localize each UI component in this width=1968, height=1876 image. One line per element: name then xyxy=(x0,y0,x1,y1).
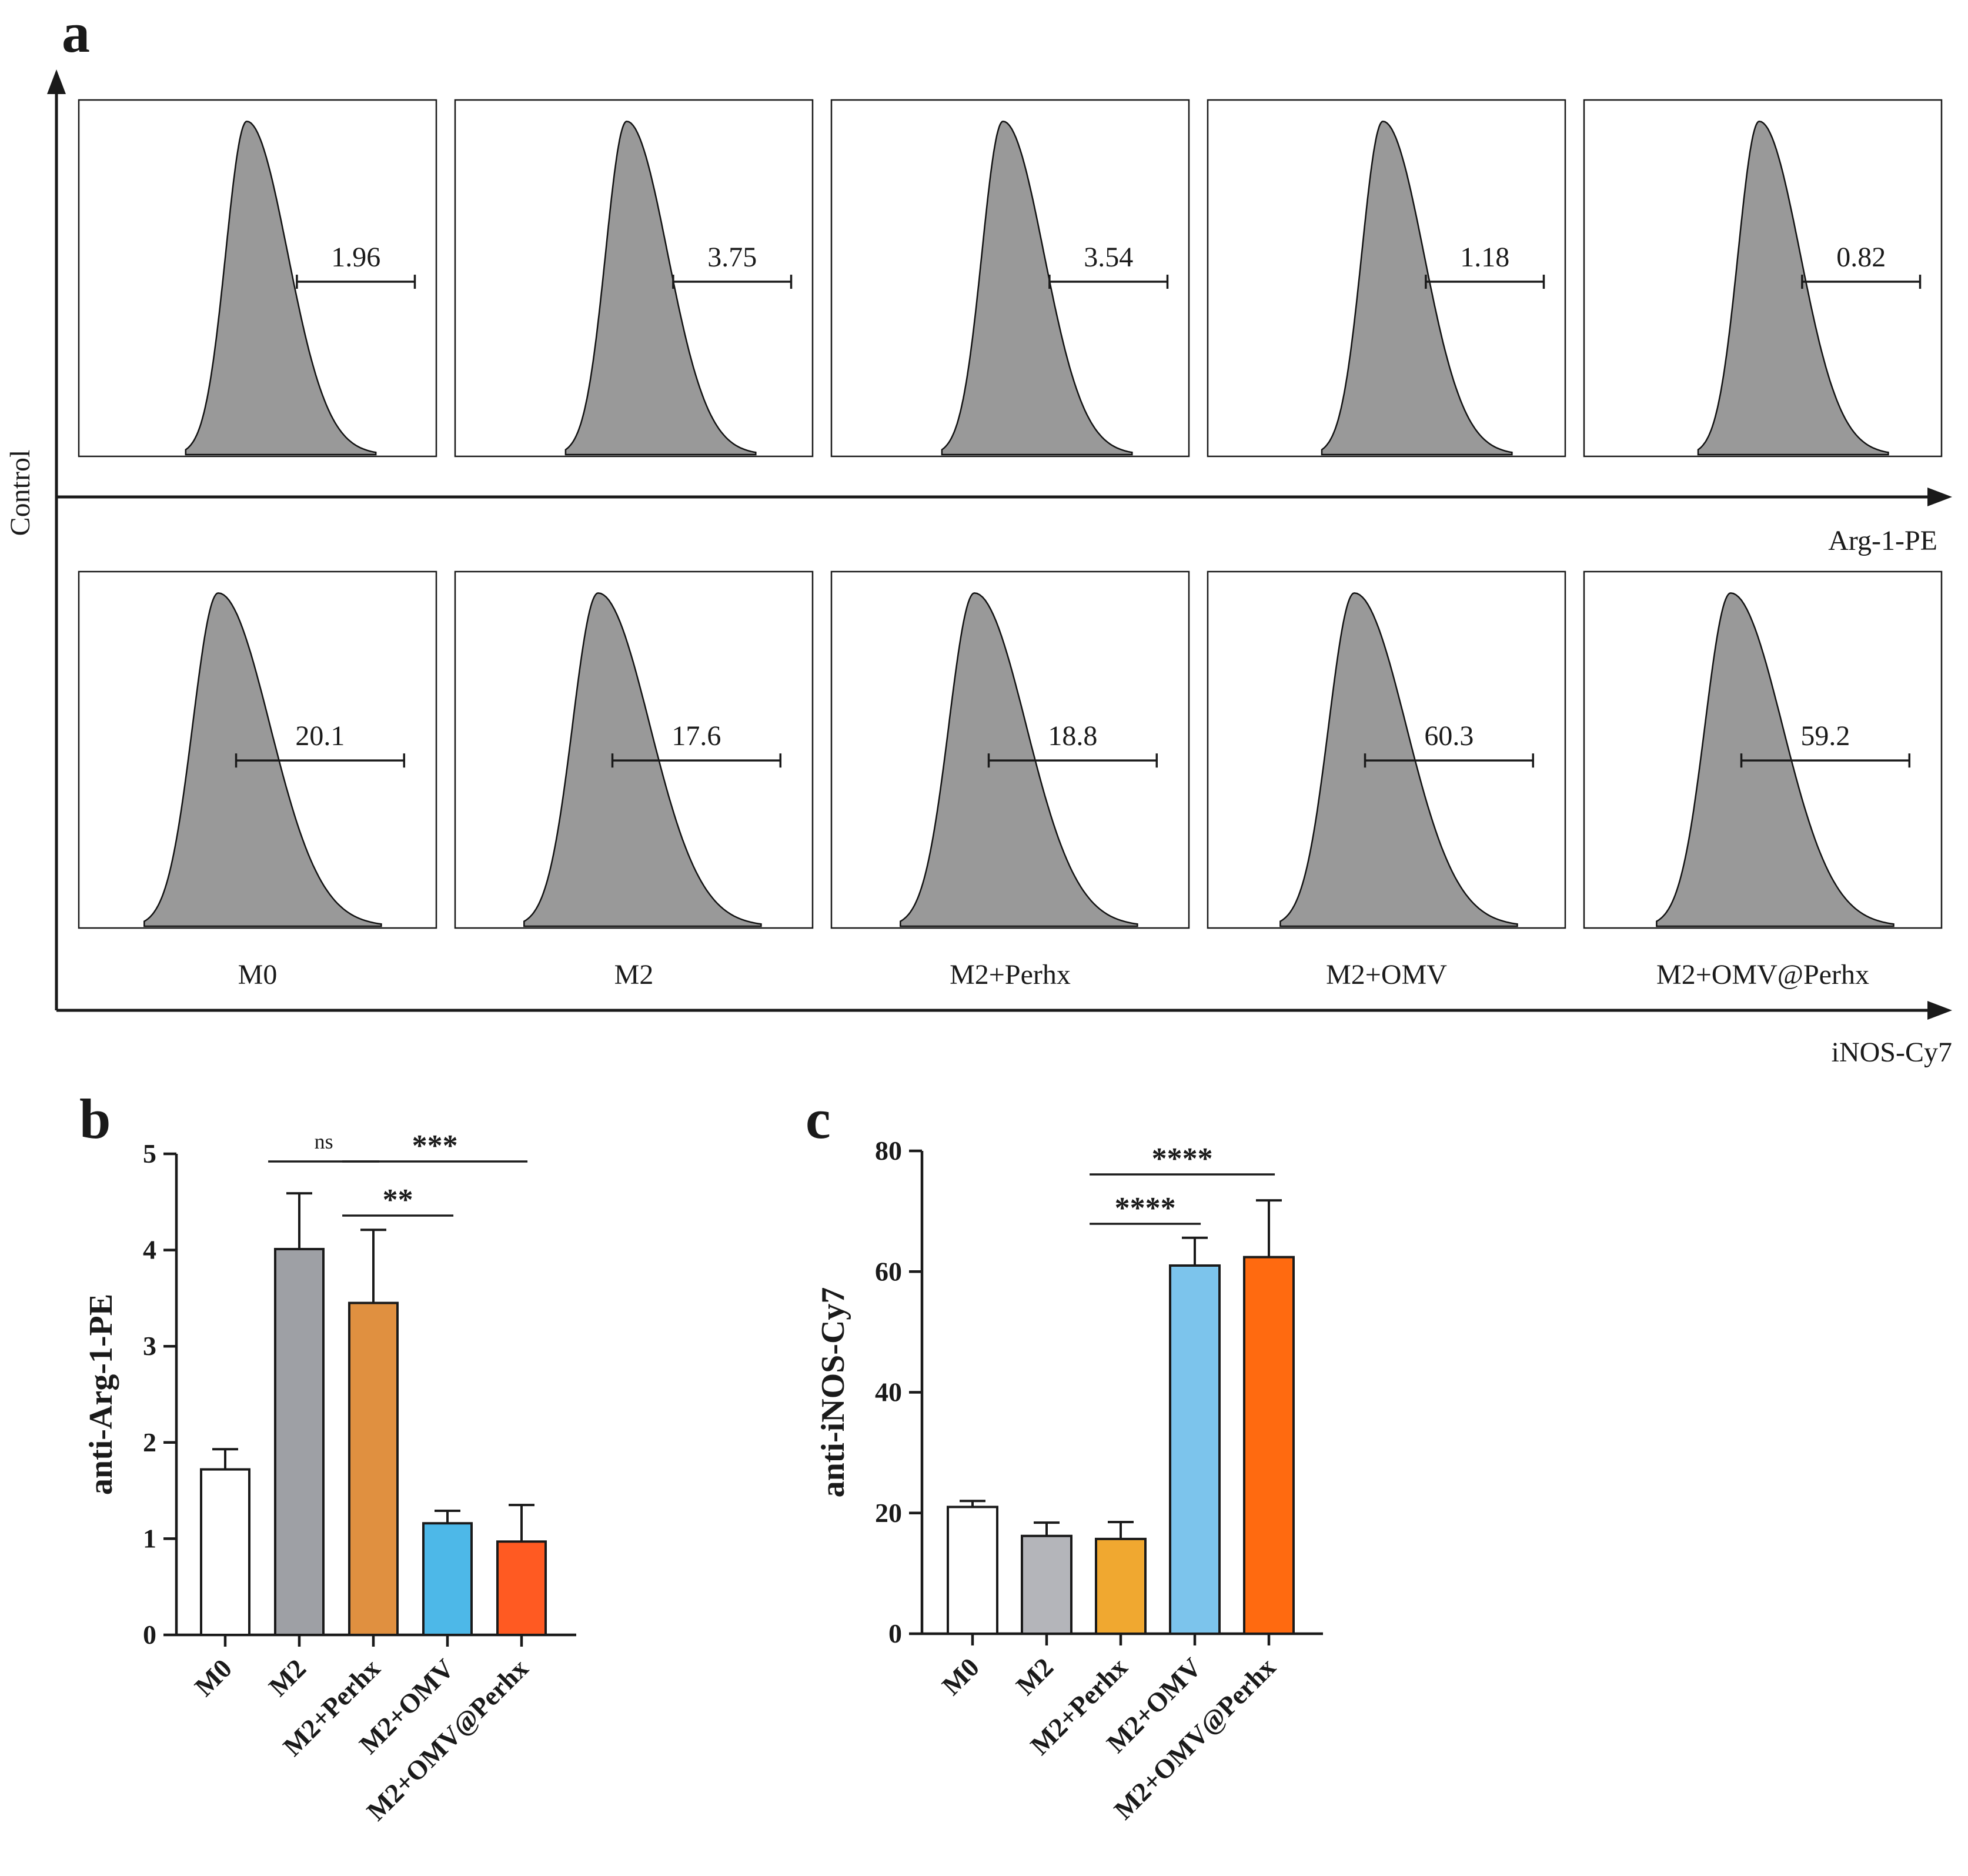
histogram-arg1-1 xyxy=(564,121,757,456)
c-y-axis-label: anti-iNOS-Cy7 xyxy=(815,1287,851,1498)
c-category-label-1: M2 xyxy=(1010,1652,1059,1701)
panel-label-b: b xyxy=(79,1087,111,1150)
c-y-tick-label: 80 xyxy=(875,1136,902,1166)
group-label-3: M2+OMV xyxy=(1326,959,1447,990)
c-significance-label: **** xyxy=(1115,1191,1176,1225)
b-y-tick-label: 5 xyxy=(143,1139,156,1169)
c-bar-2 xyxy=(1095,1537,1147,1635)
b-significance-label: ns xyxy=(315,1130,333,1153)
c-significance-label: **** xyxy=(1152,1142,1213,1176)
gate-percent-inos-0: 20.1 xyxy=(295,720,345,752)
panel-a-y-axis-arrow xyxy=(47,69,66,94)
c-category-label-0: M0 xyxy=(936,1652,985,1701)
b-bar-3 xyxy=(422,1522,473,1637)
b-bar-1 xyxy=(274,1247,325,1637)
b-y-tick-label: 3 xyxy=(143,1331,156,1361)
c-bar-3 xyxy=(1169,1264,1221,1635)
histogram-arg1-3 xyxy=(1321,121,1513,456)
gate-percent-inos-3: 60.3 xyxy=(1424,720,1474,752)
gate-percent-arg1-2: 3.54 xyxy=(1084,242,1133,273)
c-y-tick-label: 20 xyxy=(875,1498,902,1528)
c-y-tick-label: 60 xyxy=(875,1256,902,1286)
gate-percent-arg1-3: 1.18 xyxy=(1460,242,1509,273)
b-y-tick-label: 4 xyxy=(143,1235,156,1265)
c-y-tick-label: 40 xyxy=(875,1377,902,1407)
gate-percent-arg1-1: 3.75 xyxy=(707,242,757,273)
top-row-axis-label: Arg-1-PE xyxy=(1828,525,1937,556)
group-label-2: M2+Perhx xyxy=(950,959,1071,990)
b-y-tick-label: 1 xyxy=(143,1523,156,1553)
panel-a-flow-cytometry: Control Arg-1-PE iNOS-Cy7 1.96 3.75 3.54 1.… xyxy=(5,69,1952,1068)
b-significance-label: *** xyxy=(412,1129,458,1163)
b-category-label-1: M2 xyxy=(263,1653,312,1702)
group-label-0: M0 xyxy=(238,959,278,990)
gate-percent-inos-1: 17.6 xyxy=(671,720,721,752)
c-y-tick-label: 0 xyxy=(888,1618,902,1648)
b-significance-label: ** xyxy=(383,1183,413,1217)
b-bar-2 xyxy=(348,1301,399,1637)
histogram-arg1-2 xyxy=(941,121,1133,456)
top-row-x-axis-arrow xyxy=(1927,488,1952,506)
group-label-4: M2+OMV@Perhx xyxy=(1656,959,1869,990)
c-bar-0 xyxy=(947,1506,998,1635)
b-bar-4 xyxy=(496,1540,547,1637)
gate-percent-arg1-0: 1.96 xyxy=(331,242,380,273)
b-y-axis-label: anti-Arg-1-PE xyxy=(83,1294,119,1495)
c-bar-4 xyxy=(1243,1256,1295,1635)
b-category-label-0: M0 xyxy=(189,1653,238,1702)
b-y-tick-label: 0 xyxy=(143,1620,156,1650)
group-label-1: M2 xyxy=(614,959,654,990)
histogram-arg1-0 xyxy=(185,121,377,456)
gate-percent-inos-2: 18.8 xyxy=(1048,720,1097,752)
panel-a-y-axis-label: Control xyxy=(5,450,36,536)
gate-percent-arg1-4: 0.82 xyxy=(1836,242,1886,273)
gate-percent-inos-4: 59.2 xyxy=(1800,720,1850,752)
b-bar-0 xyxy=(200,1468,250,1636)
b-y-tick-label: 2 xyxy=(143,1427,156,1457)
bottom-row-axis-label: iNOS-Cy7 xyxy=(1832,1037,1952,1068)
bottom-row-x-axis-arrow xyxy=(1927,1001,1952,1020)
histogram-arg1-4 xyxy=(1697,121,1889,456)
panel-label-a: a xyxy=(62,1,90,64)
c-bar-1 xyxy=(1021,1534,1072,1635)
panel-label-c: c xyxy=(806,1087,831,1150)
